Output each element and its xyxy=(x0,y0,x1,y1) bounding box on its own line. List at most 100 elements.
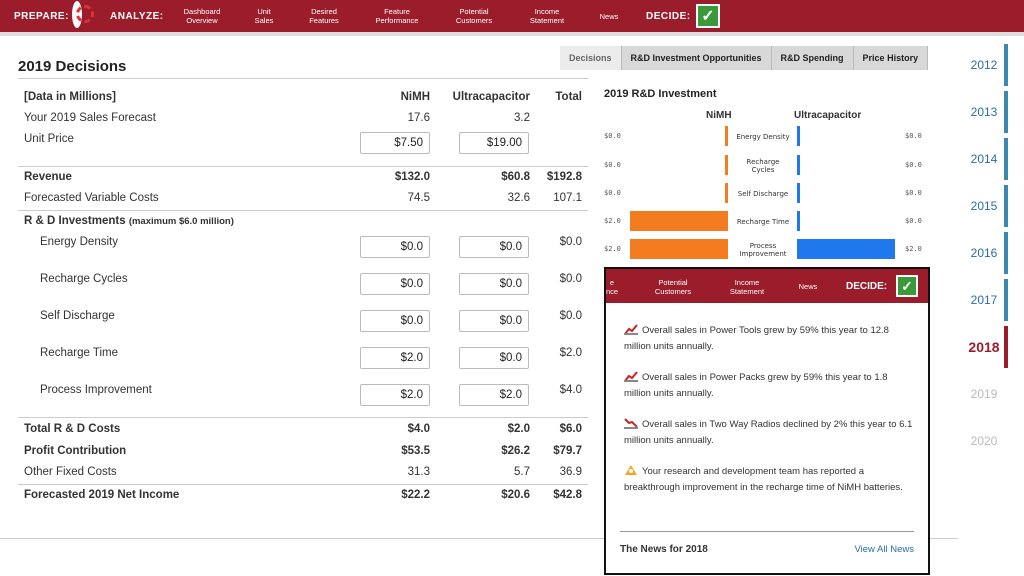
news-item-text: Overall sales in Two Way Radios declined… xyxy=(624,419,913,446)
year-stripe xyxy=(1004,185,1008,227)
tab-price-history[interactable]: Price History xyxy=(853,46,929,70)
popup-nav-income-statement[interactable]: Income Statement xyxy=(729,278,765,296)
nav-income-statement[interactable]: Income Statement xyxy=(529,7,565,25)
year-2016[interactable]: 2016 xyxy=(960,232,1008,274)
rd-row-total: $0.0 xyxy=(559,273,582,285)
news-item: Overall sales in Power Packs grew by 59%… xyxy=(624,370,914,402)
decide-label: DECIDE: xyxy=(646,11,691,22)
rd-nimh-input[interactable]: $0.0 xyxy=(360,310,430,332)
year-2015[interactable]: 2015 xyxy=(960,185,1008,227)
rd-nimh-input[interactable]: $2.0 xyxy=(360,347,430,369)
year-stripe xyxy=(1004,420,1008,462)
net-income-total: $42.8 xyxy=(553,489,582,501)
rd-chart-nimh-bar xyxy=(725,126,728,146)
nav-desired-features[interactable]: Desired Features xyxy=(309,7,339,25)
year-2018[interactable]: 2018 xyxy=(960,326,1008,368)
bottom-divider xyxy=(0,538,958,539)
top-nav-bar: PREPARE: ANALYZE: Dashboard Overview Uni… xyxy=(0,0,1024,32)
nav-potential-customers[interactable]: Potential Customers xyxy=(455,7,493,25)
year-2017[interactable]: 2017 xyxy=(960,279,1008,321)
year-label: 2015 xyxy=(970,199,998,213)
popup-nav-partial[interactable]: e nce xyxy=(606,278,619,296)
popup-nav-news[interactable]: News xyxy=(798,282,818,291)
year-2020[interactable]: 2020 xyxy=(960,420,1008,462)
rd-chart-row-label: Energy Density xyxy=(736,133,790,141)
tab-rd-spending[interactable]: R&D Spending xyxy=(771,46,854,70)
news-item: Overall sales in Power Tools grew by 59%… xyxy=(624,323,914,355)
profit-contribution-nimh: $53.5 xyxy=(401,445,430,457)
divider xyxy=(18,210,588,211)
news-item: Your research and development team has r… xyxy=(624,464,914,496)
rd-row-label: Recharge Cycles xyxy=(40,273,128,285)
unit-price-ultra-input[interactable]: $19.00 xyxy=(459,132,529,154)
page-title: 2019 Decisions xyxy=(18,58,127,75)
decisions-panel: 2019 Decisions [Data in Millions] NiMH U… xyxy=(2,36,598,540)
header-data-label: [Data in Millions] xyxy=(24,91,116,103)
rd-ultra-input[interactable]: $0.0 xyxy=(459,347,529,369)
chart-up-icon xyxy=(624,323,638,335)
year-2014[interactable]: 2014 xyxy=(960,138,1008,180)
popup-decide-label: DECIDE: xyxy=(846,281,888,292)
profit-contribution-ultra: $26.2 xyxy=(501,445,530,457)
rd-ultra-input[interactable]: $0.0 xyxy=(459,236,529,258)
year-label: 2013 xyxy=(970,105,998,119)
divider xyxy=(18,484,588,485)
profit-contribution-label: Profit Contribution xyxy=(24,445,127,457)
rd-nimh-input[interactable]: $2.0 xyxy=(360,384,430,406)
year-stripe xyxy=(1004,91,1008,133)
net-income-ultra: $20.6 xyxy=(501,489,530,501)
other-fixed-costs-label: Other Fixed Costs xyxy=(24,466,117,478)
popup-decide-check-icon[interactable]: ✓ xyxy=(896,275,918,297)
revenue-total: $192.8 xyxy=(546,171,582,183)
research-icon xyxy=(624,464,638,476)
year-2019[interactable]: 2019 xyxy=(960,373,1008,415)
unit-price-nimh-input[interactable]: $7.50 xyxy=(360,132,430,154)
year-stripe xyxy=(1004,373,1008,415)
rd-chart-ultra-value: $0.0 xyxy=(905,161,922,169)
year-2013[interactable]: 2013 xyxy=(960,91,1008,133)
rd-chart-nimh-bar xyxy=(725,155,728,175)
nav-unit-sales[interactable]: Unit Sales xyxy=(254,7,274,25)
total-rd-label: Total R & D Costs xyxy=(24,423,121,435)
news-item-text: Your research and development team has r… xyxy=(624,466,903,493)
variable-costs-total: 107.1 xyxy=(553,192,582,204)
rd-chart-ultra-bar xyxy=(797,239,895,259)
revenue-nimh: $132.0 xyxy=(394,171,430,183)
year-label: 2019 xyxy=(970,387,998,401)
popup-nav-potential-customers[interactable]: Potential Customers xyxy=(654,278,692,296)
rd-chart-ultra-value: $2.0 xyxy=(905,245,922,253)
year-2012[interactable]: 2012 xyxy=(960,44,1008,86)
other-fixed-costs-ultra: 5.7 xyxy=(514,466,530,478)
total-rd-nimh: $4.0 xyxy=(407,423,430,435)
tab-bar: Decisions R&D Investment Opportunities R… xyxy=(560,46,929,70)
rd-chart-ultra-value: $0.0 xyxy=(905,217,922,225)
net-income-nimh: $22.2 xyxy=(401,489,430,501)
rd-chart-nimh-value: $0.0 xyxy=(604,132,621,140)
rd-chart-nimh-label: NiMH xyxy=(706,110,732,121)
nav-news[interactable]: News xyxy=(599,12,619,21)
year-label: 2016 xyxy=(970,246,998,260)
popup-nav-bar: e nce Potential Customers Income Stateme… xyxy=(606,269,928,303)
total-rd-total: $6.0 xyxy=(559,423,582,435)
rd-ultra-input[interactable]: $0.0 xyxy=(459,273,529,295)
other-fixed-costs-total: 36.9 xyxy=(559,466,582,478)
rd-row-label: Process Improvement xyxy=(40,384,152,396)
nav-dashboard-overview[interactable]: Dashboard Overview xyxy=(183,7,221,25)
rd-ultra-input[interactable]: $0.0 xyxy=(459,310,529,332)
rd-nimh-input[interactable]: $0.0 xyxy=(360,273,430,295)
variable-costs-label: Forecasted Variable Costs xyxy=(24,192,159,204)
year-stripe xyxy=(1004,279,1008,321)
view-all-news-link[interactable]: View All News xyxy=(854,544,915,555)
revenue-label: Revenue xyxy=(24,171,72,183)
rd-nimh-input[interactable]: $0.0 xyxy=(360,236,430,258)
tab-decisions[interactable]: Decisions xyxy=(560,46,622,70)
rd-header-label: R & D Investments xyxy=(24,215,126,227)
nav-feature-performance[interactable]: Feature Performance xyxy=(375,7,419,25)
rd-chart-ultra-bar xyxy=(797,183,800,203)
profit-contribution-total: $79.7 xyxy=(553,445,582,457)
decide-check-icon[interactable]: ✓ xyxy=(696,4,720,28)
sales-forecast-nimh: 17.6 xyxy=(407,112,430,124)
tab-rd-opportunities[interactable]: R&D Investment Opportunities xyxy=(621,46,772,70)
rd-ultra-input[interactable]: $2.0 xyxy=(459,384,529,406)
lifebuoy-icon[interactable] xyxy=(72,1,82,28)
